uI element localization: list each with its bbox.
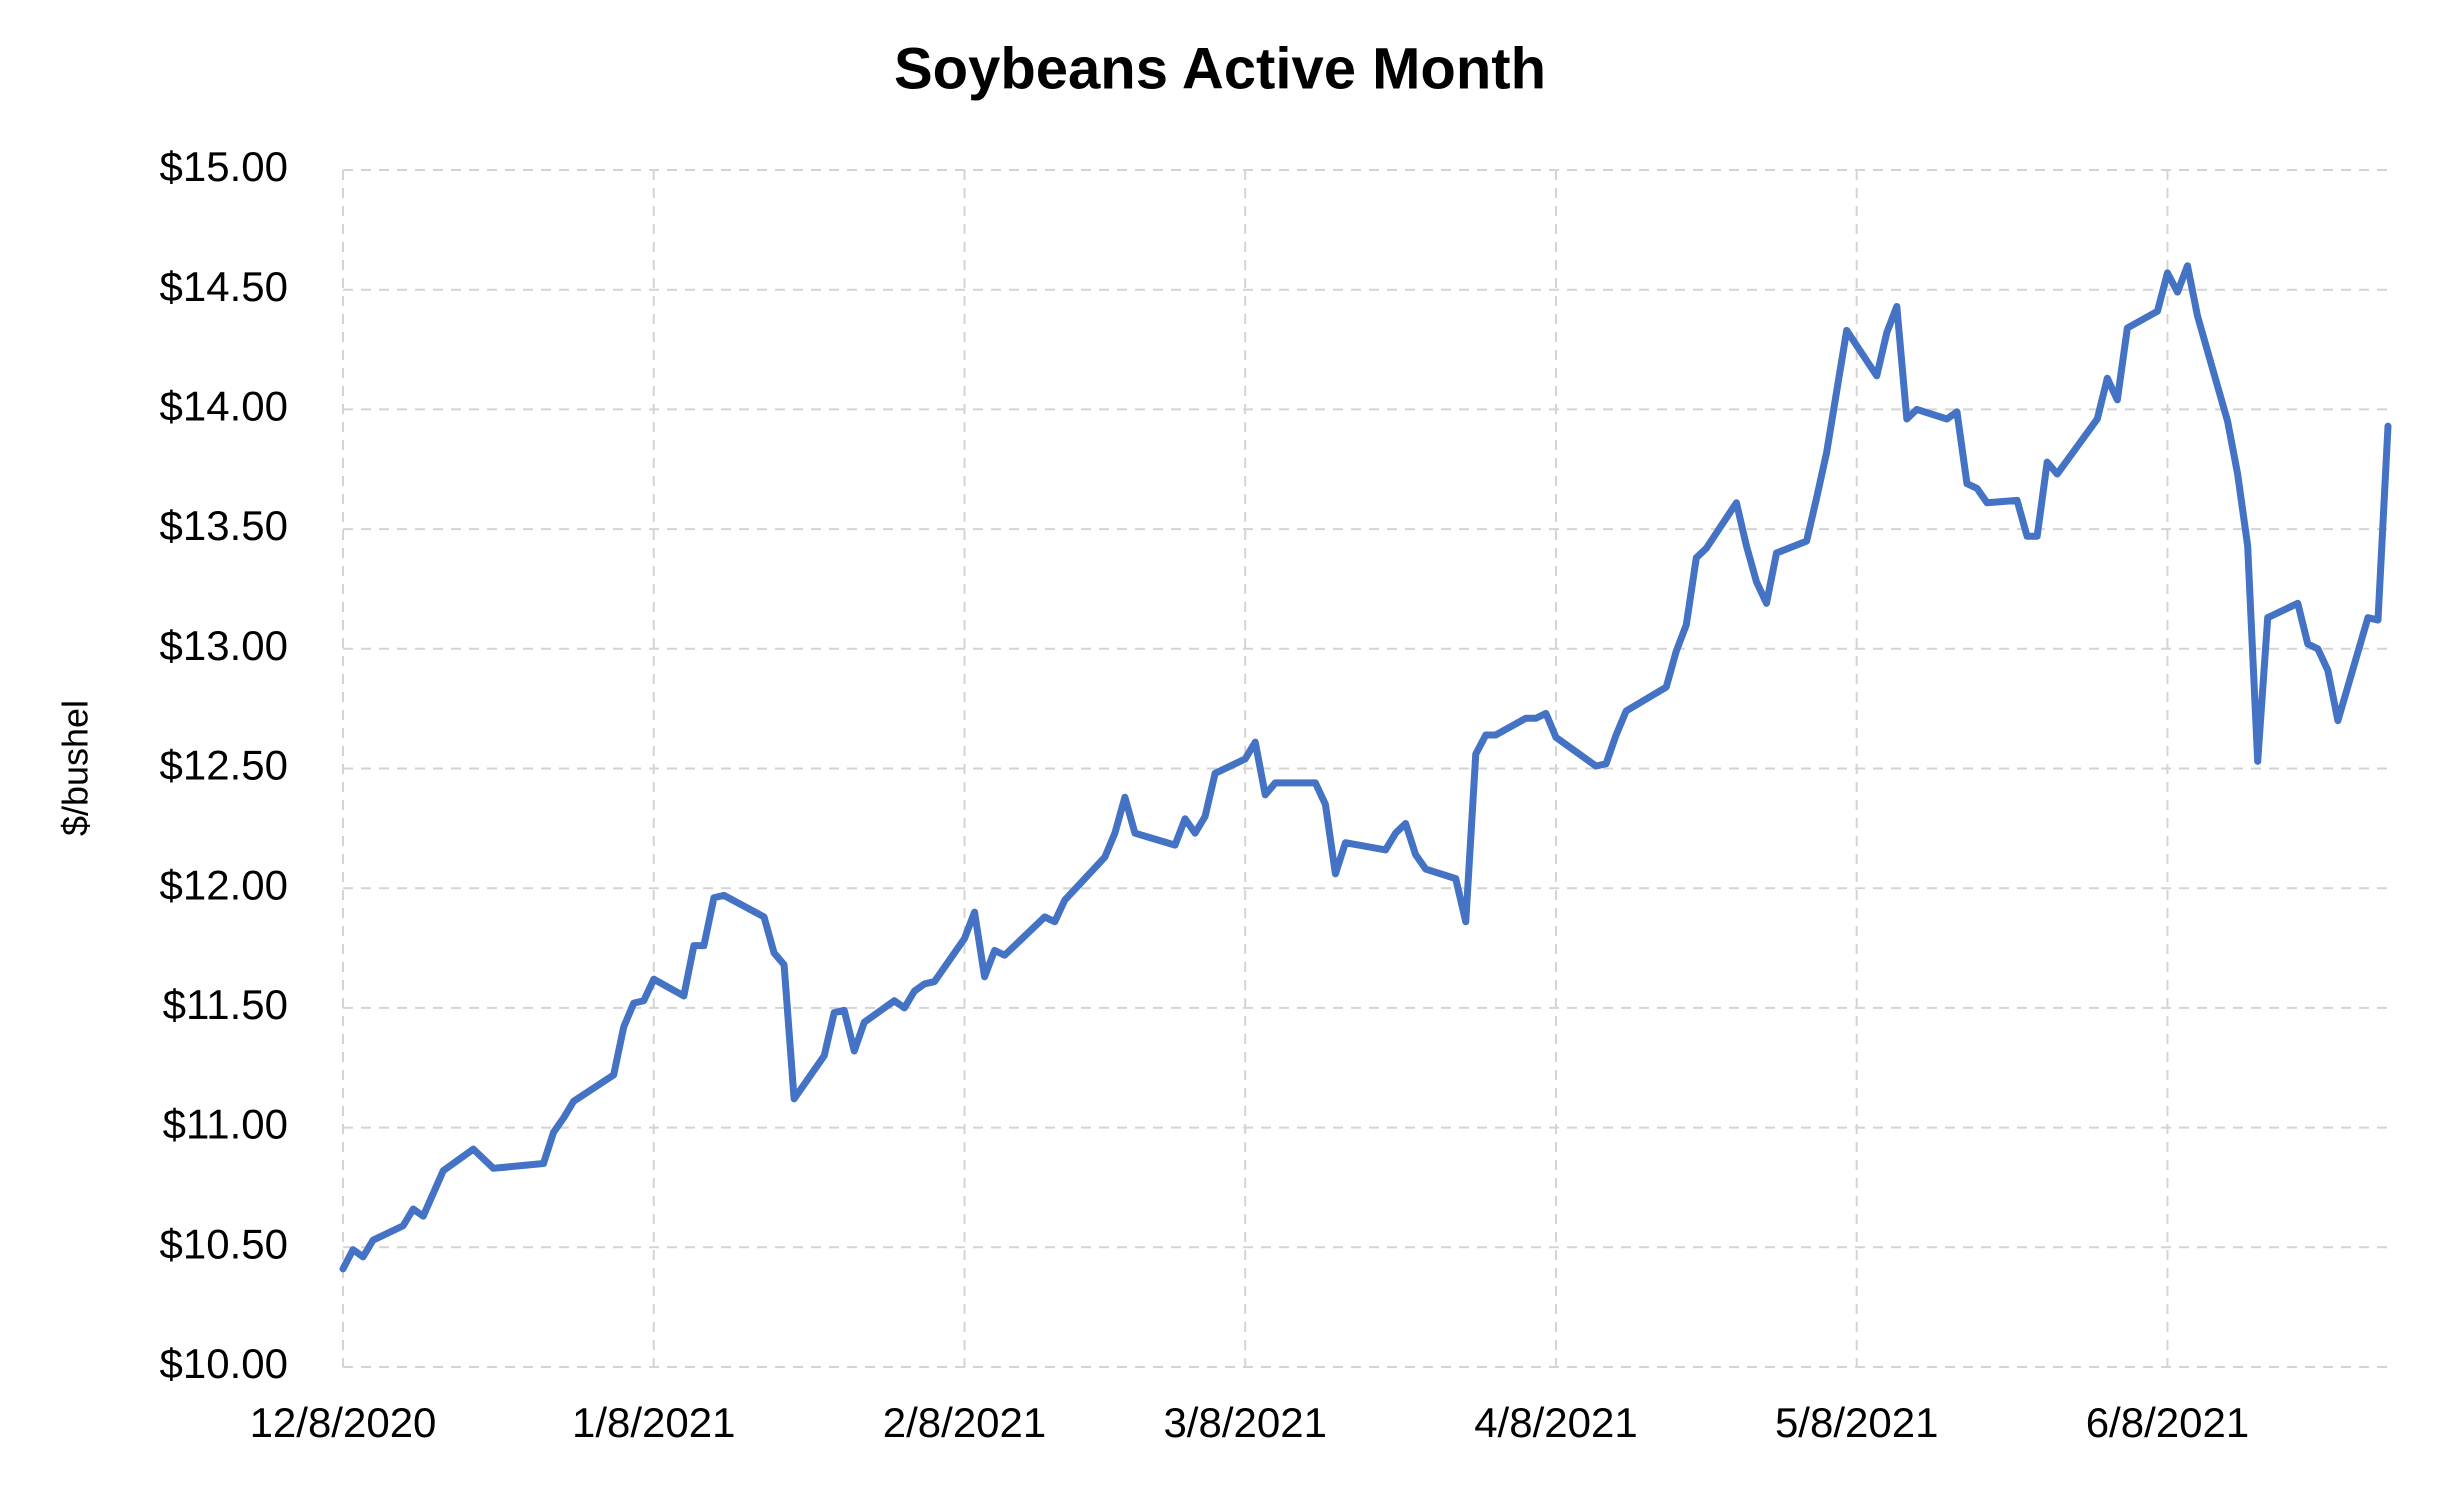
y-axis-label: $/bushel: [55, 700, 96, 836]
x-tick-label: 4/8/2021: [1474, 1399, 1638, 1446]
x-tick-label: 2/8/2021: [883, 1399, 1047, 1446]
data-line: [339, 262, 2392, 1273]
y-tick-label: $10.50: [160, 1220, 288, 1267]
y-tick-label: $14.50: [160, 263, 288, 310]
chart-title: Soybeans Active Month: [894, 36, 1546, 101]
x-tick-label: 5/8/2021: [1775, 1399, 1939, 1446]
y-tick-label: $12.50: [160, 742, 288, 789]
x-tick-label: 12/8/2020: [250, 1399, 437, 1446]
y-tick-label: $12.00: [160, 861, 288, 908]
y-tick-label: $10.00: [160, 1340, 288, 1387]
x-tick-label: 3/8/2021: [1163, 1399, 1327, 1446]
y-tick-label: $13.00: [160, 622, 288, 669]
x-tick-label: 1/8/2021: [572, 1399, 736, 1446]
y-tick-label: $13.50: [160, 502, 288, 549]
y-tick-label: $14.00: [160, 382, 288, 429]
y-tick-label: $15.00: [160, 143, 288, 190]
y-tick-label: $11.00: [163, 1101, 288, 1148]
x-tick-label: 6/8/2021: [2086, 1399, 2250, 1446]
y-tick-label: $11.50: [163, 981, 288, 1028]
